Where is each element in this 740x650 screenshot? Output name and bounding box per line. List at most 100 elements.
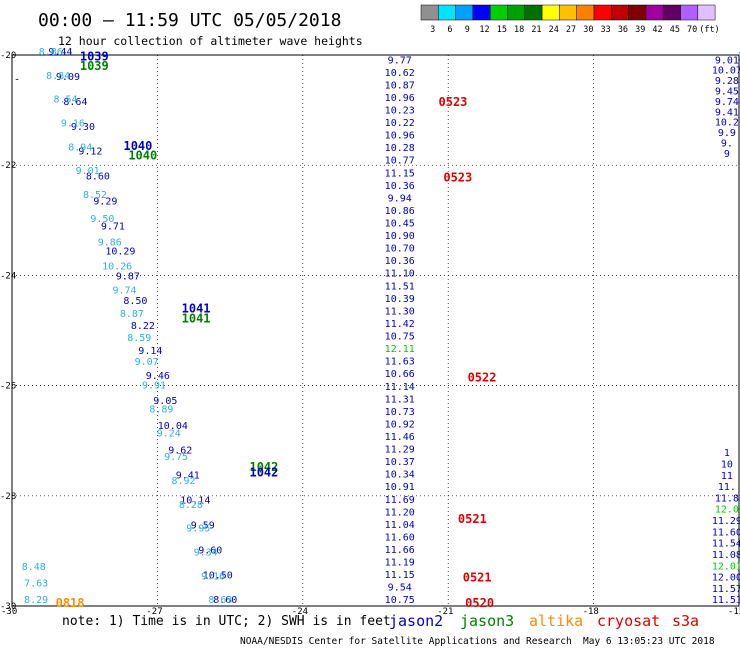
y-tick-label: -22	[0, 161, 16, 171]
wave-height-label: 9.59	[191, 520, 215, 531]
wave-height-label: 12.01	[712, 561, 740, 572]
time-stamp-label: 1041	[182, 311, 211, 325]
wave-height-label: 9.86	[98, 238, 122, 249]
wave-height-label: 9.41	[715, 107, 739, 118]
colorbar-swatch	[524, 4, 543, 21]
colorbar-label: 45	[670, 25, 680, 35]
wave-height-label: 8.86	[39, 47, 63, 58]
wave-height-label: 8.52	[83, 190, 107, 201]
wave-height-label: 11.51	[712, 595, 740, 606]
footer-credit: NOAA/NESDIS Center for Satellite Applica…	[240, 636, 572, 647]
time-stamp-label: 0520	[465, 596, 494, 610]
footer: note: 1) Time is in UTC; 2) SWH is in fe…	[62, 612, 715, 647]
y-tick-label: -20	[0, 51, 16, 61]
wave-height-label: 11.8	[715, 493, 739, 504]
wave-height-label: 9.71	[101, 221, 125, 232]
time-stamp-label: 1041	[182, 301, 211, 315]
time-stamp-label: 0521	[458, 512, 487, 526]
time-stamp-label: 1039	[80, 59, 109, 73]
wave-height-label: 8.54	[53, 95, 77, 106]
wave-height-label: 11.15	[385, 570, 415, 581]
wave-height-label: 9	[724, 149, 730, 160]
wave-height-label: 9.	[721, 139, 733, 150]
wave-height-label: 9.95	[186, 524, 210, 535]
wave-height-label: 8.64	[63, 97, 87, 108]
wave-height-label: 9.62	[168, 446, 192, 457]
wave-height-label: 10.86	[385, 206, 415, 217]
wave-height-label: 9.50	[90, 214, 114, 225]
wave-height-label: 11.04	[385, 520, 415, 531]
wave-height-label: 10.2	[715, 118, 739, 129]
wave-height-label: 9.12	[78, 147, 102, 158]
x-tick-label: -18	[583, 607, 599, 617]
colorbar-swatch	[576, 4, 595, 21]
wave-height-label: 10.36	[385, 256, 415, 267]
wave-height-label: 11.31	[385, 394, 415, 405]
wave-height-label: 11.54	[712, 539, 740, 550]
time-stamp-label: 1	[738, 50, 740, 64]
plot-area: -30 -27 -24 -21 -18 -15 -20 -22 -24 -26 -28 -30 9.4…	[0, 47, 740, 617]
wave-height-label: 10.92	[385, 419, 415, 430]
wave-height-label: 10.04	[158, 421, 188, 432]
colorbar-swatch	[489, 4, 508, 21]
wave-height-label: 9.01	[715, 55, 739, 66]
colorbar-label: 3	[430, 25, 435, 35]
wave-height-label: 9.46	[146, 371, 170, 382]
colorbar-swatch	[645, 4, 664, 21]
wave-height-label: 11.66	[385, 545, 415, 556]
altika-wave-label: 8.29	[24, 595, 48, 606]
colorbar-swatch	[455, 4, 474, 21]
wave-height-label: 8.63	[208, 595, 232, 606]
wave-height-label: 10.34	[385, 470, 415, 481]
wave-height-label: 9.05	[153, 396, 177, 407]
wave-height-label: 10.45	[385, 219, 415, 230]
wave-height-label: 11.63	[385, 357, 415, 368]
colorbar-label: 39	[635, 25, 645, 35]
wave-height-label: 11.29	[712, 516, 740, 527]
plot-frame	[11, 54, 740, 607]
time-stamp-label: 0818	[56, 596, 85, 610]
wave-height-label: 9.29	[93, 197, 117, 208]
wave-height-label: 8.94	[68, 142, 92, 153]
wave-height-label: 10.07	[712, 66, 740, 77]
wave-height-label: 8.50	[123, 296, 147, 307]
wave-height-label: 10.62	[385, 68, 415, 79]
colorbar-legend: 3 6 9 12 15 18 21 24 27 30 33 36 39 42 45 70 (ft)	[420, 4, 720, 35]
wave-height-label: 9.60	[198, 545, 222, 556]
wave-height-label: 11.15	[385, 168, 415, 179]
wave-height-label: 10.96	[385, 93, 415, 104]
wave-height-label: 9.16	[61, 119, 85, 130]
x-tick-label: -27	[146, 607, 162, 617]
wave-height-label: 10	[721, 459, 733, 470]
chart-subtitle: 12 hour collection of altimeter wave hei…	[58, 34, 363, 48]
wave-height-label: 11.60	[385, 532, 415, 543]
colorbar-swatch	[541, 4, 560, 21]
wave-height-label: 11.60	[712, 527, 740, 538]
wave-height-label: 12.00	[712, 573, 740, 584]
wave-height-label: 11.08	[712, 550, 740, 561]
wave-height-label: 10.50	[203, 570, 233, 581]
colorbar-label: 27	[566, 25, 576, 35]
wave-height-label: 9.24	[157, 428, 181, 439]
axis-ticks: -30 -27 -24 -21 -18 -15 -20 -22 -24 -26 -28 -30	[0, 51, 740, 617]
wave-height-label: 9.09	[56, 72, 80, 83]
y-tick-label: -26	[0, 382, 16, 392]
wave-height-label: 9.14	[138, 346, 162, 357]
x-tick-label: -30	[1, 607, 17, 617]
wave-height-label: 9.28	[715, 76, 739, 87]
wave-height-label: 9.91	[142, 381, 166, 392]
colorbar-label: 18	[514, 25, 524, 35]
wave-height-label: 10.75	[385, 332, 415, 343]
wave-height-label: 8.87	[120, 309, 144, 320]
colorbar-swatch	[472, 4, 491, 21]
wave-height-label: 11.29	[385, 445, 415, 456]
wave-height-label: 9.74	[112, 285, 136, 296]
colorbar-swatch	[680, 4, 699, 21]
footer-generated: May 6 13:05:23 UTC 2018	[583, 636, 715, 647]
wave-height-label: 10.73	[385, 407, 415, 418]
wave-height-label: 11.30	[385, 306, 415, 317]
x-tick-label: -24	[292, 607, 308, 617]
colorbar-swatch	[559, 4, 577, 21]
wave-height-label: 9.75	[164, 452, 188, 463]
